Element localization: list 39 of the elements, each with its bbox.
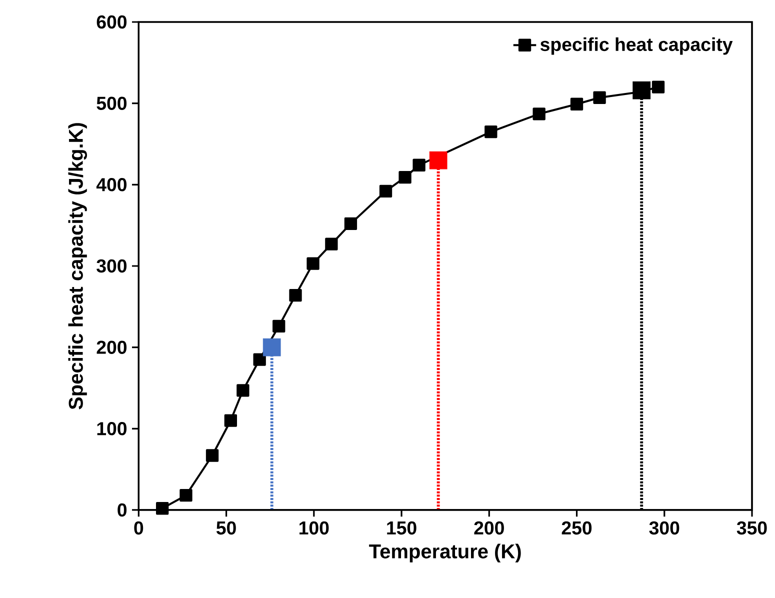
point <box>652 80 665 94</box>
point <box>325 238 338 250</box>
x-tick-label: 200 <box>474 521 504 535</box>
point <box>570 98 584 110</box>
point <box>224 414 238 427</box>
point <box>206 449 219 462</box>
y-axis-title: Specific heat capacity (J/kg.K) <box>68 123 87 410</box>
y-tick-label: 500 <box>96 96 127 110</box>
point <box>272 320 286 333</box>
point <box>532 108 546 120</box>
y-tick-label: 100 <box>97 422 127 436</box>
y-tick-label: 400 <box>96 178 127 192</box>
y-tick-label: 300 <box>96 259 127 273</box>
y-tick-label: 200 <box>96 340 127 354</box>
point <box>398 171 412 184</box>
point <box>236 384 250 397</box>
point <box>379 184 392 198</box>
y-tick-label: 600 <box>96 15 127 29</box>
point <box>306 257 320 270</box>
point <box>429 151 448 170</box>
legend-label: specific heat capacity <box>540 37 733 55</box>
x-tick-label: 0 <box>134 521 144 535</box>
point <box>344 217 358 230</box>
point <box>632 81 651 100</box>
point <box>593 91 606 104</box>
x-tick-label: 50 <box>216 521 236 535</box>
x-tick-label: 250 <box>562 521 592 535</box>
y-tick-label: 0 <box>118 503 127 517</box>
point <box>180 489 192 502</box>
x-tick-label: 100 <box>300 521 329 535</box>
point <box>484 125 498 138</box>
x-axis-title: Temperature (K) <box>369 544 521 562</box>
x-tick-label: 350 <box>736 521 767 535</box>
point <box>289 288 302 302</box>
point <box>412 158 426 172</box>
point <box>253 353 266 366</box>
x-tick-label: 300 <box>649 521 680 535</box>
point <box>262 338 281 356</box>
x-tick-label: 150 <box>387 521 416 535</box>
